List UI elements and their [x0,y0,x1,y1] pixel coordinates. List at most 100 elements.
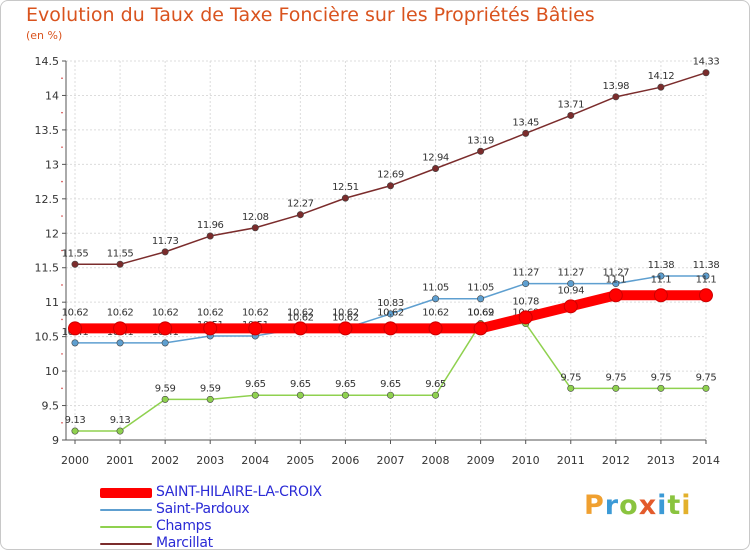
data-label: 11.27 [603,268,630,279]
series-marcillat: 11.55 11.55 11.73 11.96 12.08 12.27 12.51 12.69… [62,57,720,268]
data-point [522,129,530,137]
logo-letter: r [604,490,620,521]
data-point [657,272,665,280]
data-label: 9.59 [155,383,176,394]
data-point [71,260,79,268]
data-point [68,321,82,336]
x-tick-label: 2010 [512,454,540,467]
data-label: 14.12 [648,71,675,82]
data-label: 11.05 [422,283,449,294]
x-tick-label: 2003 [196,454,224,467]
data-point [477,295,485,303]
data-point [612,93,620,101]
y-tick-label: 12 [45,227,59,240]
data-point [383,321,398,336]
y-minor-tick [61,215,63,217]
axes: 9 9.5 10 10.5 11 11.5 12 12.5 13 13.5 14 14.5 2000 20… [35,55,720,467]
data-point [522,280,530,288]
series-layer: 9.13 9.13 9.59 9.59 9.65 9.65 9.65 9.65 9.65 10.6… [62,57,720,435]
y-minor-tick [61,318,63,321]
legend-swatch [100,487,152,498]
logo-letter: i [657,490,668,521]
x-tick-label: 2005 [286,454,314,467]
y-tick-label: 14.5 [35,55,60,68]
data-label: 9.65 [380,379,401,390]
data-point [518,310,533,325]
data-point [657,384,665,392]
data-label: 10.62 [467,307,494,318]
y-tick-label: 10.5 [35,331,60,344]
y-minor-tick [61,146,63,148]
data-label: 12.08 [242,212,269,223]
data-label: 9.59 [200,383,221,394]
logo-letter: i [681,490,692,521]
data-point [116,339,124,347]
data-point [161,395,169,403]
y-tick-label: 13 [45,158,59,171]
data-label: 13.98 [603,81,630,92]
data-point [341,391,349,399]
data-label: 11.05 [467,283,494,294]
data-label: 12.94 [422,152,449,163]
data-label: 9.75 [696,372,717,383]
data-label: 9.65 [245,379,266,390]
data-point [158,321,173,336]
data-point [657,83,665,91]
data-point [428,321,443,336]
x-tick-label: 2011 [557,454,585,467]
data-point [251,224,259,232]
legend-item: Marcillat [100,535,322,552]
data-label: 11.1 [606,274,627,285]
data-label: 10.62 [332,312,359,323]
y-minor-tick [61,249,63,252]
data-point [206,232,214,240]
data-label: 11.38 [648,260,675,271]
logo-letter: t [667,490,682,521]
data-point [567,280,575,288]
data-point [251,391,259,399]
data-point [563,299,578,314]
data-point [161,339,169,347]
data-point [296,391,304,399]
data-label: 10.94 [557,285,584,296]
data-label: 9.13 [65,415,86,426]
data-point [702,384,710,392]
chart-title: Evolution du Taux de Taxe Foncière sur l… [26,4,595,26]
legend-label: Champs [156,518,212,534]
y-axis-unit-label: (en %) [26,29,63,42]
data-point [653,288,668,303]
data-label: 10.83 [377,298,404,309]
data-label: 10.78 [512,296,539,307]
y-tick-label: 9 [52,434,59,447]
data-point [432,295,440,303]
data-point [608,288,623,303]
data-point [293,321,308,336]
data-label: 10.62 [287,307,314,318]
data-point [338,321,353,336]
data-label: 10.62 [287,312,314,323]
data-point [473,321,488,336]
data-label: 10.62 [377,307,404,318]
y-minor-tick [61,284,63,286]
legend: SAINT-HILAIRE-LA-CROIX Saint-Pardoux Champ… [100,484,322,552]
data-point [161,248,169,256]
data-point [702,272,710,280]
y-tick-label: 11 [45,296,59,309]
data-point [203,321,218,336]
data-label: 11.1 [651,274,672,285]
y-minor-tick [61,77,63,80]
x-tick-label: 2007 [376,454,404,467]
legend-item: Champs [100,518,322,535]
data-label: 14.33 [693,57,720,68]
data-point [386,391,394,399]
x-tick-label: 2014 [692,454,720,467]
data-point [206,395,214,403]
data-label: 10.62 [62,307,89,318]
legend-label: SAINT-HILAIRE-LA-CROIX [156,484,322,500]
data-label: 9.65 [290,379,311,390]
proxiti-logo: Proxiti [584,490,692,521]
data-label: 10.69 [467,308,494,319]
y-minor-tick [61,421,63,424]
